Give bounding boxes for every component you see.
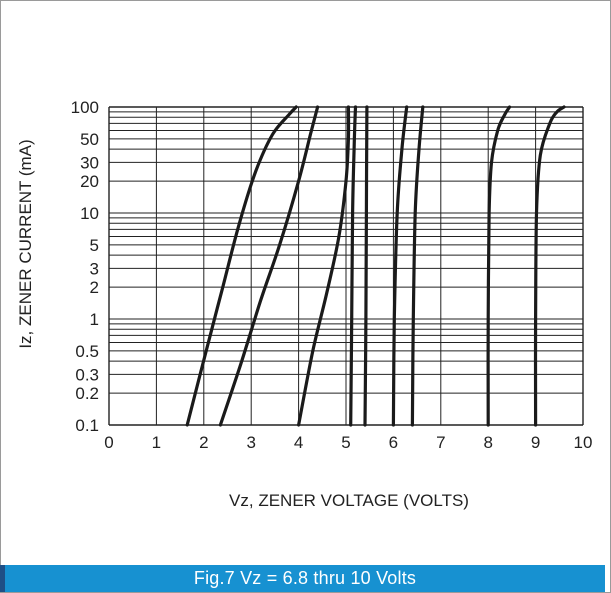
x-tick-label: 2 (199, 433, 208, 452)
x-tick-label: 7 (436, 433, 445, 452)
grid (108, 106, 584, 426)
curves (185, 105, 566, 427)
zener-curve-8 (486, 105, 512, 427)
zener-curve-7 (410, 105, 425, 427)
y-tick-label: 2 (90, 278, 99, 297)
x-tick-label: 3 (246, 433, 255, 452)
y-tick-label: 0.5 (75, 342, 99, 361)
y-tick-label: 0.2 (75, 384, 99, 403)
zener-curve-6 (391, 105, 409, 427)
zener-curve-2 (218, 105, 320, 427)
zener-curve-3 (297, 105, 351, 427)
x-tick-label: 1 (152, 433, 161, 452)
y-tick-label: 5 (90, 236, 99, 255)
y-tick-label: 20 (80, 172, 99, 191)
x-tick-label: 9 (531, 433, 540, 452)
zener-curve-4 (349, 105, 358, 427)
y-axis-label: Iz, ZENER CURRENT (mA) (16, 139, 35, 348)
x-tick-label: 6 (389, 433, 398, 452)
y-tick-label: 3 (90, 259, 99, 278)
x-tick-label: 4 (294, 433, 303, 452)
zener-chart: 0 1 2 3 4 5 6 7 8 9 101005030201053210.50.30.20.1 … (16, 98, 593, 510)
y-tick-label: 0.3 (75, 365, 99, 384)
y-tick-label: 10 (80, 204, 99, 223)
x-tick-label: 5 (341, 433, 350, 452)
y-tick-label: 1 (90, 310, 99, 329)
zener-curve-5 (363, 105, 369, 427)
y-tick-label: 100 (71, 98, 99, 117)
figure-caption: Fig.7 Vz = 6.8 thru 10 Volts (5, 565, 605, 592)
x-tick-label: 0 (104, 433, 113, 452)
x-tick-label: 8 (483, 433, 492, 452)
x-tick-label: 10 (574, 433, 593, 452)
y-tick-label: 0.1 (75, 416, 99, 435)
y-tick-label: 50 (80, 130, 99, 149)
zener-curve-1 (185, 105, 298, 427)
zener-curve-9 (533, 105, 566, 427)
y-tick-label: 30 (80, 153, 99, 172)
caption-accent (0, 565, 5, 592)
x-axis-label: Vz, ZENER VOLTAGE (VOLTS) (229, 491, 469, 510)
